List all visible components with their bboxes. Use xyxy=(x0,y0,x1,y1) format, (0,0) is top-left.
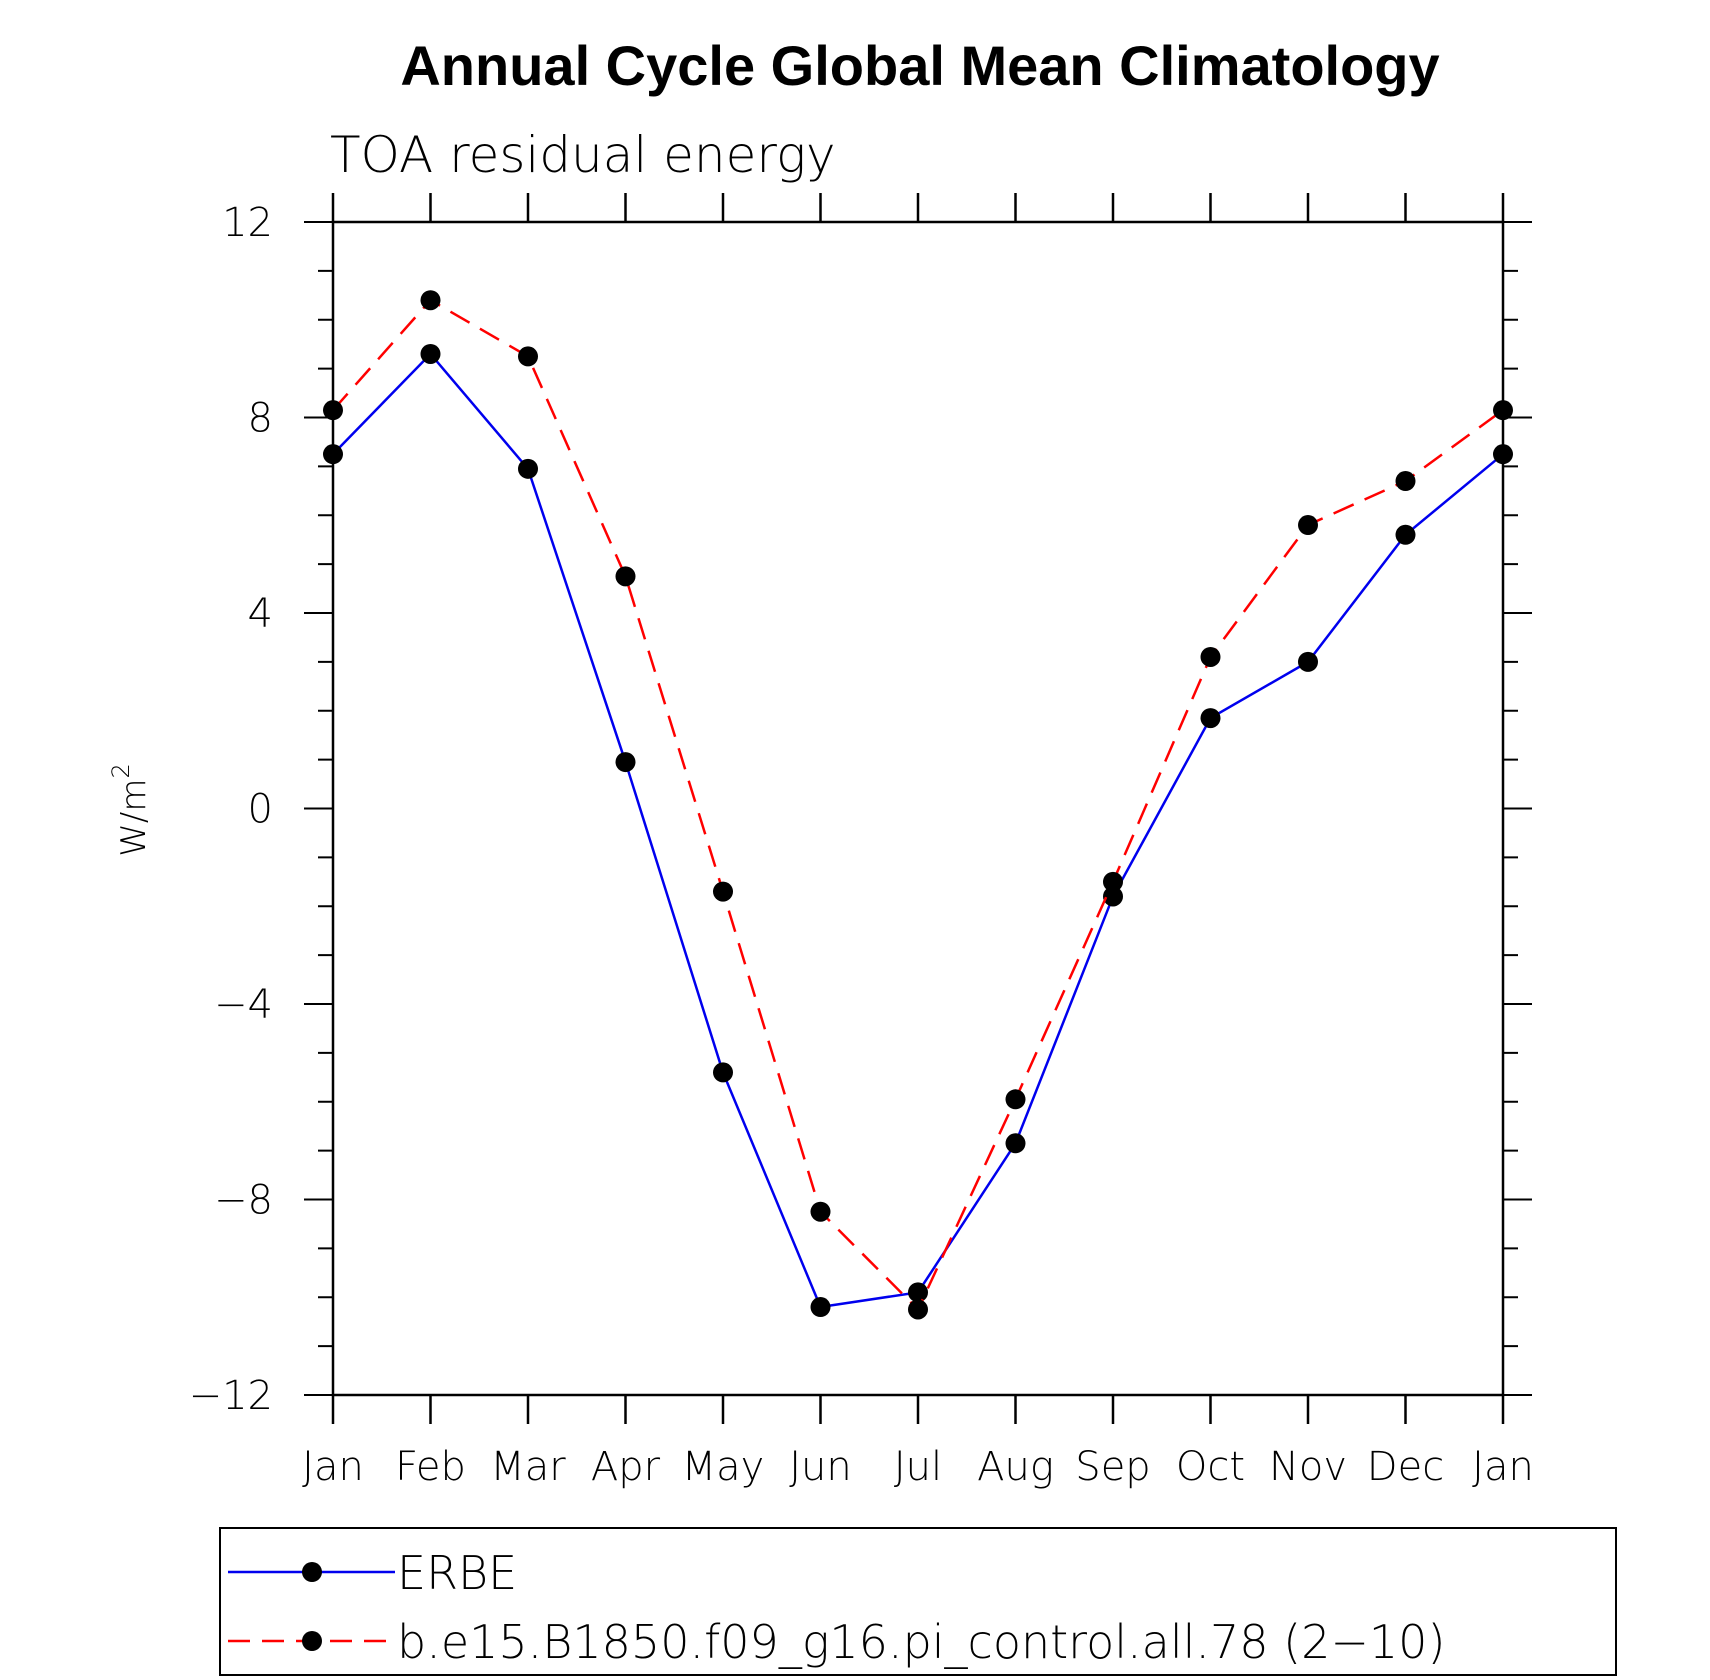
series-1-point xyxy=(615,752,636,773)
legend-marker-1 xyxy=(302,1562,322,1582)
y-axis-label: W/m2 xyxy=(107,763,154,856)
x-tick-label: Feb xyxy=(395,1444,466,1490)
x-tick-label: Oct xyxy=(1176,1444,1245,1490)
x-tick-label: Aug xyxy=(977,1444,1054,1490)
series-1-point xyxy=(1200,708,1221,729)
series-1-point xyxy=(1298,651,1318,672)
series-2-point xyxy=(810,1201,831,1222)
y-tick-label: −12 xyxy=(189,1373,273,1419)
chart-title: Annual Cycle Global Mean Climatology xyxy=(400,34,1439,97)
y-axis-label-text: W/m xyxy=(114,779,154,857)
x-tick-label: Jan xyxy=(302,1444,364,1490)
series-1-point xyxy=(1493,444,1513,465)
series-1-point xyxy=(1103,886,1123,907)
series-2-point xyxy=(1493,400,1513,421)
series-2-point xyxy=(1200,646,1221,667)
series-1-point xyxy=(713,1062,733,1083)
y-tick-label: 8 xyxy=(248,396,273,442)
series-2-point xyxy=(908,1299,928,1320)
x-tick-label: Jul xyxy=(894,1444,942,1490)
plot-frame-border xyxy=(331,220,1505,1397)
legend-label-1: ERBE xyxy=(397,1546,517,1600)
series-1-point xyxy=(1005,1133,1026,1154)
y-tick-label: 4 xyxy=(248,591,273,637)
x-tick-label: Jun xyxy=(789,1444,852,1490)
x-tick-label: Dec xyxy=(1367,1444,1444,1490)
x-tick-label: Sep xyxy=(1075,1444,1150,1490)
series-1-point xyxy=(420,343,441,364)
series-line-1 xyxy=(332,352,1504,1309)
series-1-point xyxy=(810,1297,831,1318)
svg-text:W/m2: W/m2 xyxy=(107,763,154,856)
series-2-point xyxy=(1103,871,1123,892)
axis-ticks: Jan Feb Mar Apr May Jun Jul Aug Sep Oct Nov Dec Jan−… xyxy=(189,193,1534,1490)
series-2-point xyxy=(1298,515,1318,536)
series-2-point xyxy=(518,346,538,367)
x-tick-label: May xyxy=(682,1444,765,1490)
x-tick-label: Nov xyxy=(1269,1444,1347,1490)
series-2-point xyxy=(713,881,733,902)
plot-area xyxy=(331,220,1505,1397)
series-group xyxy=(323,290,1513,1320)
series-2-point xyxy=(615,566,636,587)
series-1-point xyxy=(1395,524,1416,545)
series-2-point xyxy=(1395,471,1416,492)
y-tick-label: 0 xyxy=(248,787,273,833)
x-tick-label: Jan xyxy=(1472,1444,1534,1490)
legend-box xyxy=(219,1527,1617,1676)
series-1-point xyxy=(908,1282,928,1303)
series-1-point xyxy=(323,444,343,465)
series-2-point xyxy=(1005,1089,1026,1110)
series-line-2 xyxy=(332,298,1504,1312)
legend-marker-2 xyxy=(302,1631,322,1651)
y-axis-label-superscript: 2 xyxy=(107,763,135,778)
series-2-point xyxy=(420,290,441,311)
legend-label-2: b.e15.B1850.f09_g16.pi_control.all.78 (2… xyxy=(397,1615,1445,1669)
y-tick-label: −8 xyxy=(214,1178,273,1224)
chart-subtitle: TOA residual energy xyxy=(330,126,836,184)
x-tick-label: Mar xyxy=(490,1444,566,1490)
y-tick-label: −4 xyxy=(214,982,273,1028)
series-2-point xyxy=(323,400,343,421)
legend: ERBE b.e15.B1850.f09_g16.pi_control.all.7… xyxy=(219,1527,1617,1676)
x-tick-label: Apr xyxy=(591,1444,661,1490)
y-tick-label: 12 xyxy=(222,200,273,246)
series-1-point xyxy=(518,458,538,479)
